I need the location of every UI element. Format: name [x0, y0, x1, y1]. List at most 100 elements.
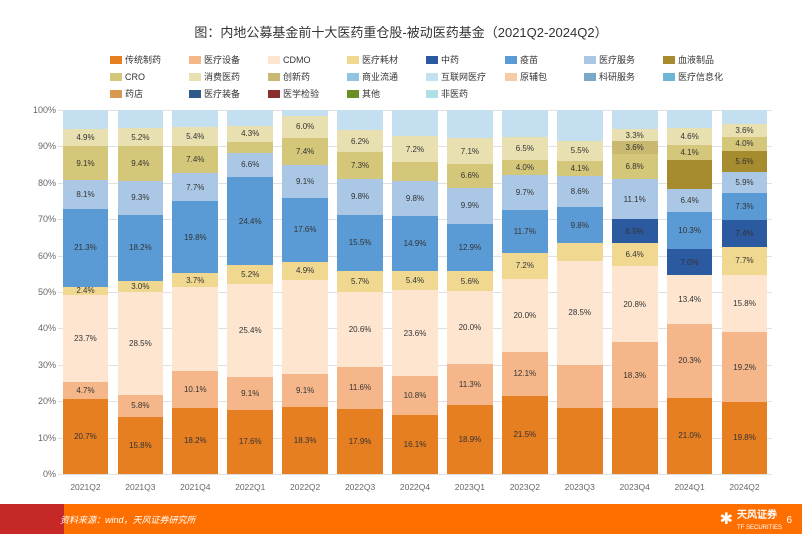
- bar-segment: 19.2%: [722, 332, 768, 402]
- legend-swatch: [347, 56, 359, 64]
- legend-item: 医疗服务: [584, 53, 663, 66]
- segment-label: 7.4%: [186, 155, 204, 164]
- bar-segment: 5.5%: [557, 141, 603, 161]
- segment-label: 9.8%: [571, 221, 589, 230]
- segment-label: 3.6%: [626, 143, 644, 152]
- legend-item: 医疗设备: [189, 53, 268, 66]
- bar-segment: 21.5%: [502, 396, 548, 474]
- segment-label: 4.0%: [735, 139, 753, 148]
- segment-label: 20.0%: [459, 323, 482, 332]
- legend-swatch: [426, 73, 438, 81]
- segment-label: 7.4%: [735, 229, 753, 238]
- bar-segment: 18.2%: [118, 215, 164, 281]
- bar-segment: [118, 110, 164, 127]
- bar-segment: [447, 110, 493, 138]
- segment-label: 4.6%: [680, 132, 698, 141]
- bar-segment: 6.2%: [337, 130, 383, 153]
- bars-container: 20.7%4.7%23.7%2.4%21.3%8.1%9.1%4.9%15.8%…: [58, 110, 772, 474]
- bar-segment: 20.8%: [612, 266, 658, 342]
- segment-label: 20.3%: [678, 356, 701, 365]
- segment-label: 14.9%: [404, 239, 427, 248]
- bar-segment: 5.9%: [722, 172, 768, 193]
- y-tick: 40%: [38, 323, 56, 333]
- bar-segment: 3.0%: [118, 281, 164, 292]
- segment-label: 6.5%: [626, 227, 644, 236]
- legend-swatch: [347, 90, 359, 98]
- segment-label: 9.1%: [241, 389, 259, 398]
- segment-label: 9.8%: [351, 192, 369, 201]
- x-label: 2022Q3: [337, 482, 383, 492]
- bar-segment: 11.3%: [447, 364, 493, 405]
- legend-swatch: [663, 73, 675, 81]
- bar-segment: 9.1%: [227, 377, 273, 410]
- x-label: 2021Q2: [63, 482, 109, 492]
- segment-label: 17.9%: [349, 437, 372, 446]
- bar-segment: 19.8%: [722, 402, 768, 474]
- y-tick: 100%: [33, 105, 56, 115]
- segment-label: 6.0%: [296, 122, 314, 131]
- bar-segment: 5.6%: [722, 151, 768, 171]
- bar-segment: 4.0%: [722, 137, 768, 152]
- bar-segment: 6.5%: [502, 137, 548, 161]
- page-root: 图：内地公募基金前十大医药重仓股-被动医药基金（2021Q2-2024Q2） 传…: [0, 0, 802, 534]
- bar-segment: [557, 110, 603, 141]
- bar-segment: 17.6%: [227, 410, 273, 474]
- segment-label: 16.1%: [404, 440, 427, 449]
- segment-label: 3.0%: [131, 282, 149, 291]
- segment-label: 7.7%: [186, 183, 204, 192]
- legend-swatch: [110, 73, 122, 81]
- bar-column: 16.1%10.8%23.6%5.4%14.9%9.8%7.2%: [392, 110, 438, 474]
- bar-segment: [227, 142, 273, 153]
- bar-segment: [392, 110, 438, 136]
- bar-segment: 8.1%: [63, 180, 109, 209]
- segment-label: 21.3%: [74, 243, 97, 252]
- legend-container: 传统制药医疗设备CDMO医疗耗材中药疫苗医疗服务血液制品CRO消费医药创新药商业…: [0, 41, 802, 106]
- segment-label: 20.8%: [623, 300, 646, 309]
- bar-segment: 12.1%: [502, 352, 548, 396]
- segment-label: 17.6%: [239, 437, 262, 446]
- bar-segment: 9.8%: [557, 207, 603, 243]
- bar-segment: 9.8%: [337, 179, 383, 215]
- segment-label: 9.1%: [296, 386, 314, 395]
- segment-label: 11.3%: [459, 380, 481, 389]
- logo-text: 天风证券: [737, 510, 777, 521]
- segment-label: 11.6%: [349, 383, 371, 392]
- segment-label: 15.8%: [733, 299, 756, 308]
- segment-label: 4.7%: [76, 386, 94, 395]
- bar-segment: 9.3%: [118, 181, 164, 215]
- legend-label: 中药: [441, 53, 459, 66]
- legend-label: CDMO: [283, 55, 311, 65]
- legend-item: 医疗信息化: [663, 70, 742, 83]
- legend-swatch: [505, 56, 517, 64]
- bar-segment: 3.7%: [172, 273, 218, 286]
- footer-bar: 资料来源：wind，天风证券研究所 ✱ 天风证券 TF SECURITIES 6: [0, 504, 802, 534]
- y-tick: 30%: [38, 360, 56, 370]
- segment-label: 5.6%: [461, 277, 479, 286]
- bar-segment: [392, 162, 438, 180]
- legend-swatch: [110, 56, 122, 64]
- bar-segment: [502, 110, 548, 137]
- legend-swatch: [663, 56, 675, 64]
- segment-label: 15.8%: [129, 441, 152, 450]
- bar-segment: [722, 110, 768, 123]
- segment-label: 12.1%: [513, 369, 536, 378]
- legend-swatch: [426, 56, 438, 64]
- segment-label: 7.1%: [461, 147, 479, 156]
- segment-label: 18.2%: [129, 243, 152, 252]
- bar-column: 18.3%9.1%4.9%17.6%9.1%7.4%6.0%: [282, 110, 328, 474]
- y-tick: 70%: [38, 214, 56, 224]
- bar-segment: 17.9%: [337, 409, 383, 474]
- y-tick: 90%: [38, 141, 56, 151]
- legend-label: 科研服务: [599, 70, 635, 83]
- legend-item: 血液制品: [663, 53, 742, 66]
- legend-label: 其他: [362, 87, 380, 100]
- legend-label: 血液制品: [678, 53, 714, 66]
- bar-segment: 6.4%: [612, 243, 658, 266]
- segment-label: 19.8%: [184, 233, 207, 242]
- bar-segment: 23.7%: [63, 295, 109, 381]
- bar-segment: 14.9%: [392, 216, 438, 270]
- bar-segment: [557, 365, 603, 409]
- legend-swatch: [189, 73, 201, 81]
- legend-item: 创新药: [268, 70, 347, 83]
- bar-segment: 10.1%: [172, 371, 218, 408]
